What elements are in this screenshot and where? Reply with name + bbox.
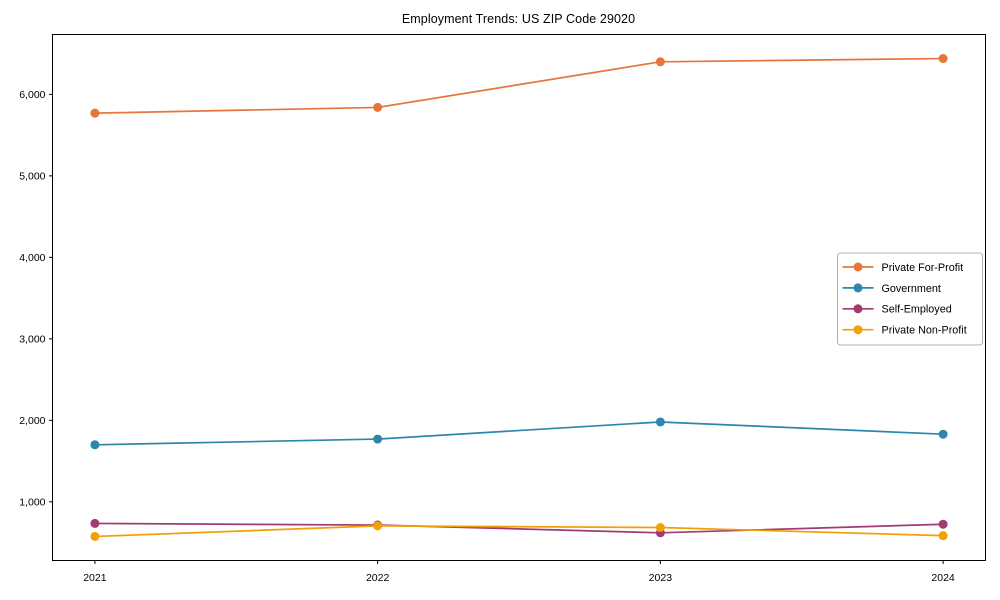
data-point-marker [938,519,948,529]
data-point-marker [373,521,383,531]
data-point-marker [90,518,100,528]
y-tick-label: 3,000 [19,334,45,346]
x-tick-label: 2024 [931,572,955,584]
x-tick-label: 2023 [649,572,673,584]
legend-marker-dot [853,325,863,335]
data-point-marker [655,417,665,427]
legend-box [837,252,983,346]
y-tick-label: 6,000 [19,89,45,101]
data-point-marker [373,102,383,112]
legend-marker-dot [853,304,863,314]
x-tick-label: 2022 [366,572,390,584]
y-tick-label: 5,000 [19,171,45,183]
data-point-marker [90,108,100,118]
series-line [94,421,944,446]
y-tick-label: 1,000 [19,497,45,509]
data-point-marker [90,531,100,541]
legend-marker-dot [853,283,863,293]
x-tick-label: 2021 [83,572,107,584]
legend-label: Private Non-Profit [882,325,967,337]
legend: Private For-Profit Government Self-Employe… [837,252,983,346]
legend-label: Government [882,283,941,295]
data-point-marker [373,434,383,444]
data-point-marker [655,522,665,532]
data-point-marker [655,57,665,67]
legend-marker-dot [853,262,863,272]
legend-label: Private For-Profit [882,262,964,274]
series-line [94,522,944,534]
plot-border [52,34,986,561]
legend-label: Self-Employed [882,304,952,316]
chart-title: Employment Trends: US ZIP Code 29020 [401,12,636,26]
y-tick-label: 4,000 [19,252,45,264]
data-point-marker [90,440,100,450]
data-point-marker [938,531,948,541]
series-line [94,525,944,538]
data-point-marker [938,429,948,439]
y-tick-label: 2,000 [19,415,45,427]
series-line [94,57,944,114]
data-point-marker [938,54,948,64]
